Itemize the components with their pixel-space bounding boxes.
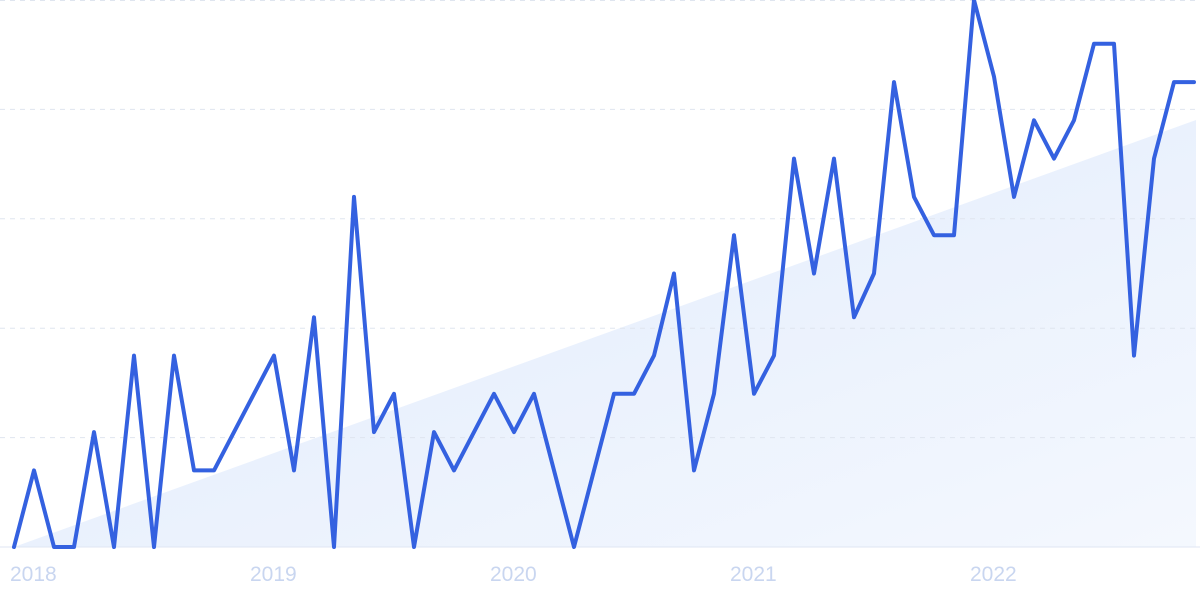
x-tick-label: 2018: [10, 563, 57, 586]
x-tick-label: 2020: [490, 563, 537, 586]
x-axis: 2018 2019 2020 2021 2022: [10, 563, 1017, 586]
plot: [12, 0, 1196, 549]
x-tick-label: 2019: [250, 563, 297, 586]
x-tick-label: 2021: [730, 563, 777, 586]
trend-area: [14, 120, 1196, 547]
x-tick-label: 2022: [970, 563, 1017, 586]
series-line: [12, 0, 1196, 549]
